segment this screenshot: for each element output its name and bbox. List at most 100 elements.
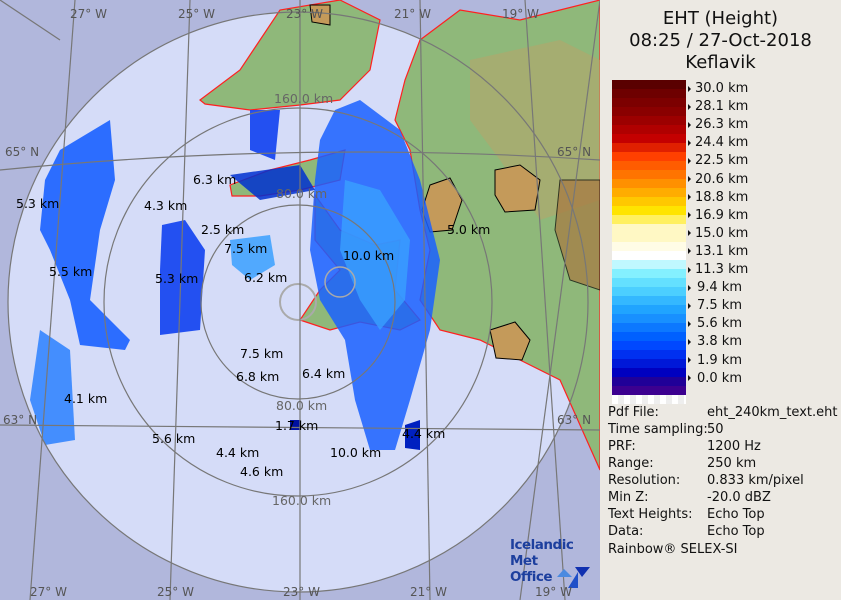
legend-color-band [612, 206, 686, 215]
lon-label-bottom: 23° W [283, 585, 320, 599]
info-row: Time sampling: 50 [608, 421, 837, 438]
info-key: Resolution: [608, 473, 681, 488]
ring-label-160km: 160.0 km [272, 493, 332, 508]
echo-top-label: 5.0 km [447, 222, 491, 237]
info-row: Pdf File: eht_240km_text.eht [608, 404, 837, 421]
legend-color-band [612, 197, 686, 206]
info-value: -20.0 dBZ [707, 490, 771, 505]
legend-color-band [612, 98, 686, 107]
legend-color-band [612, 323, 686, 332]
legend-tick-label: 3.8 km [688, 334, 742, 349]
echo-top-label: 7.5 km [240, 346, 284, 361]
info-row: Data: Echo Top [608, 523, 837, 540]
product-datetime: 08:25 / 27-Oct-2018 [629, 30, 812, 51]
legend-color-band [612, 233, 686, 242]
radar-site-name: Keflavik [685, 52, 756, 73]
info-row: Resolution: 0.833 km/pixel [608, 472, 837, 489]
echo-top-label: 5.3 km [155, 271, 199, 286]
lon-label-top: 19° W [502, 7, 539, 21]
legend-color-band [612, 368, 686, 377]
legend-color-band [612, 359, 686, 368]
legend-value: 22.5 km [695, 153, 749, 169]
echo-top-label: 10.0 km [330, 445, 382, 460]
echo-top-label: 4.6 km [240, 464, 284, 479]
legend-tick-label: 1.9 km [688, 353, 742, 368]
legend-tick-label: 5.6 km [688, 316, 742, 331]
legend-tick-label: 18.8 km [688, 189, 749, 205]
graticule [0, 0, 600, 600]
legend-value: 15.0 km [695, 225, 749, 241]
echo-top-label: 7.5 km [224, 241, 268, 256]
ring-label-80km: 80.0 km [276, 398, 328, 413]
info-key: Time sampling: [608, 422, 708, 437]
lon-label-top: 25° W [178, 7, 215, 21]
legend-value: 18.8 km [695, 189, 749, 205]
info-value: 1200 Hz [707, 439, 761, 454]
logo-line: Office [510, 569, 553, 585]
legend-value: 24.4 km [695, 135, 749, 151]
legend-color-band [612, 215, 686, 224]
echo-top-label: 6.4 km [302, 366, 346, 381]
legend-value: 5.6 km [697, 316, 742, 332]
legend-color-band [612, 386, 686, 395]
info-key: PRF: [608, 439, 636, 454]
legend-color-band [612, 278, 686, 287]
radar-map-graphics [0, 0, 600, 600]
legend-color-band [612, 242, 686, 251]
echo-top-label: 5.6 km [152, 431, 196, 446]
legend-color-band [612, 377, 686, 386]
legend-tick-label: 7.5 km [688, 298, 742, 313]
product-title: EHT (Height) 08:25 / 27-Oct-2018 Keflavi… [600, 8, 841, 74]
product-info: Pdf File: eht_240km_text.eht Time sampling… [608, 404, 837, 540]
range-rings [7, 11, 589, 593]
legend-value: 11.3 km [695, 262, 749, 277]
echo-top-label: 10.0 km [343, 248, 395, 263]
legend-tick-label: 22.5 km [688, 153, 749, 169]
legend-value: 30.0 km [695, 81, 749, 96]
info-value: 250 km [707, 456, 757, 471]
info-row: Text Heights: Echo Top [608, 506, 837, 523]
legend-color-band [612, 116, 686, 125]
lon-label-top: 21° W [394, 7, 431, 21]
legend-color-band [612, 161, 686, 170]
logo-icon [557, 567, 590, 588]
echo-top-label: 6.2 km [244, 270, 288, 285]
lon-label-bottom: 25° W [157, 585, 194, 599]
legend-color-band [612, 251, 686, 260]
lon-label-bottom: 27° W [30, 585, 67, 599]
legend-color-band [612, 188, 686, 197]
echo-top-label: 4.1 km [64, 391, 108, 406]
legend-color-band [612, 269, 686, 278]
legend-color-band [612, 89, 686, 98]
legend-tick-label: 16.9 km [688, 208, 748, 223]
radar-map: 80.0 km 160.0 km 80.0 km 160.0 km 27° W … [0, 0, 600, 600]
legend-color-band [612, 80, 686, 89]
ring-label-80km-north: 80.0 km [276, 186, 328, 201]
legend-color-band [612, 341, 686, 350]
legend-color-band [612, 179, 686, 188]
lon-label-top: 23° W [286, 7, 323, 21]
legend-value: 26.3 km [695, 117, 749, 133]
info-value: Echo Top [707, 507, 765, 522]
color-legend [612, 80, 686, 404]
legend-value: 13.1 km [695, 243, 749, 259]
radar-echoes [30, 100, 440, 450]
info-key: Min Z: [608, 490, 649, 505]
legend-tick-label: 13.1 km [688, 243, 749, 259]
legend-tick-label: 15.0 km [688, 225, 749, 241]
echo-top-label: 4.4 km [216, 445, 260, 460]
info-value: 50 [707, 422, 724, 437]
legend-value: 20.6 km [695, 171, 749, 187]
lat-label-left: 65° N [5, 145, 40, 159]
legend-tick-label: 26.3 km [688, 117, 749, 133]
lon-label-bottom: 21° W [410, 585, 447, 599]
echo-top-label: 1.7 km [275, 418, 319, 433]
legend-tick-label: 28.1 km [688, 99, 748, 114]
legend-color-band [612, 260, 686, 269]
legend-color-band [612, 134, 686, 143]
echo-top-label: 5.3 km [16, 196, 60, 211]
legend-tick-label: 9.4 km [688, 280, 742, 295]
info-value: Echo Top [707, 524, 765, 539]
info-value: eht_240km_text.eht [707, 405, 838, 420]
legend-value: 7.5 km [697, 298, 742, 314]
